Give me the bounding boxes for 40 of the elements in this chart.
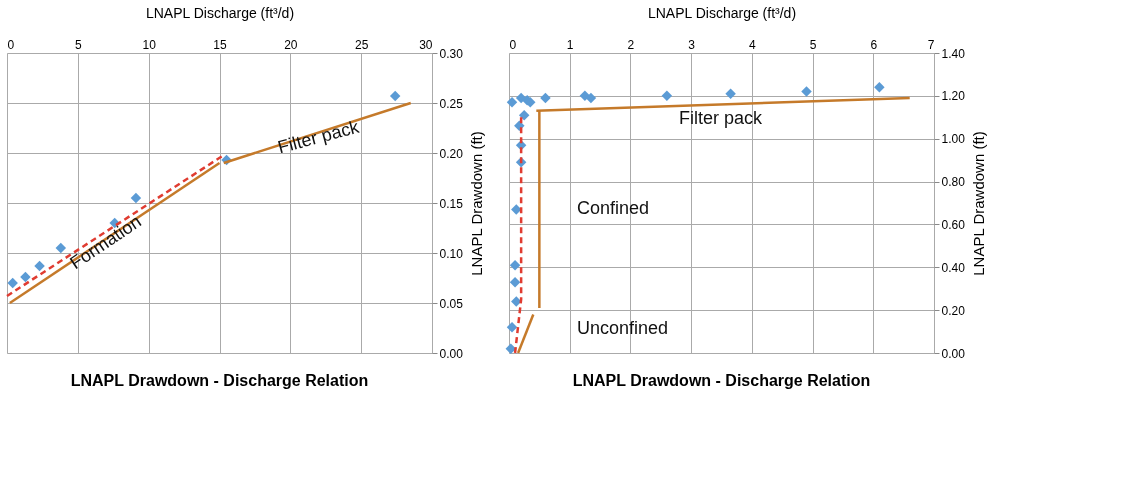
x-axis-title: LNAPL Discharge (ft³/d) bbox=[145, 4, 295, 21]
x-axis-title: LNAPL Discharge (ft³/d) bbox=[647, 4, 797, 21]
y-tick-label: 0.25 bbox=[439, 96, 464, 111]
x-tick-label: 30 bbox=[419, 37, 433, 52]
x-tick-label: 3 bbox=[688, 37, 696, 52]
annotation: Filter pack bbox=[679, 108, 764, 128]
y-axis-title: LNAPL Drawdown (ft) bbox=[467, 131, 485, 276]
y-tick-label: 1.00 bbox=[941, 132, 966, 147]
x-tick-label: 2 bbox=[627, 37, 635, 52]
y-tick-label: 0.00 bbox=[941, 346, 966, 361]
x-tick-label: 7 bbox=[927, 37, 935, 52]
y-tick-label: 1.20 bbox=[941, 89, 966, 104]
y-tick-label: 0.15 bbox=[439, 196, 464, 211]
x-tick-label: 6 bbox=[870, 37, 878, 52]
x-tick-label: 5 bbox=[74, 37, 82, 52]
y-tick-label: 0.00 bbox=[439, 346, 464, 361]
y-axis-title: LNAPL Drawdown (ft) bbox=[969, 131, 987, 276]
text: LNAPL Drawdown - Discharge Relation bbox=[572, 372, 871, 389]
annotation: Unconfined bbox=[577, 318, 669, 338]
annotation: Filter pack bbox=[275, 116, 363, 158]
x-tick-label: 15 bbox=[213, 37, 227, 52]
y-tick-label: 0.60 bbox=[941, 217, 966, 232]
y-tick-label: 0.80 bbox=[941, 175, 966, 190]
x-tick-label: 0 bbox=[509, 37, 517, 52]
y-tick-label: 0.30 bbox=[439, 46, 464, 61]
y-tick-label: 0.20 bbox=[941, 303, 966, 318]
y-tick-label: 0.10 bbox=[439, 246, 464, 261]
x-tick-label: 4 bbox=[749, 37, 757, 52]
x-tick-label: 5 bbox=[809, 37, 817, 52]
x-tick-label: 25 bbox=[354, 37, 369, 52]
y-tick-label: 0.20 bbox=[439, 146, 464, 161]
text: LNAPL Drawdown - Discharge Relation bbox=[70, 372, 369, 389]
y-tick-label: 0.40 bbox=[941, 260, 966, 275]
x-tick-label: 0 bbox=[7, 37, 15, 52]
x-tick-label: 1 bbox=[566, 37, 574, 52]
x-tick-label: 20 bbox=[284, 37, 298, 52]
y-tick-label: 0.05 bbox=[439, 296, 464, 311]
annotation: Confined bbox=[577, 198, 650, 218]
x-tick-label: 10 bbox=[142, 37, 157, 52]
y-tick-label: 1.40 bbox=[941, 46, 966, 61]
